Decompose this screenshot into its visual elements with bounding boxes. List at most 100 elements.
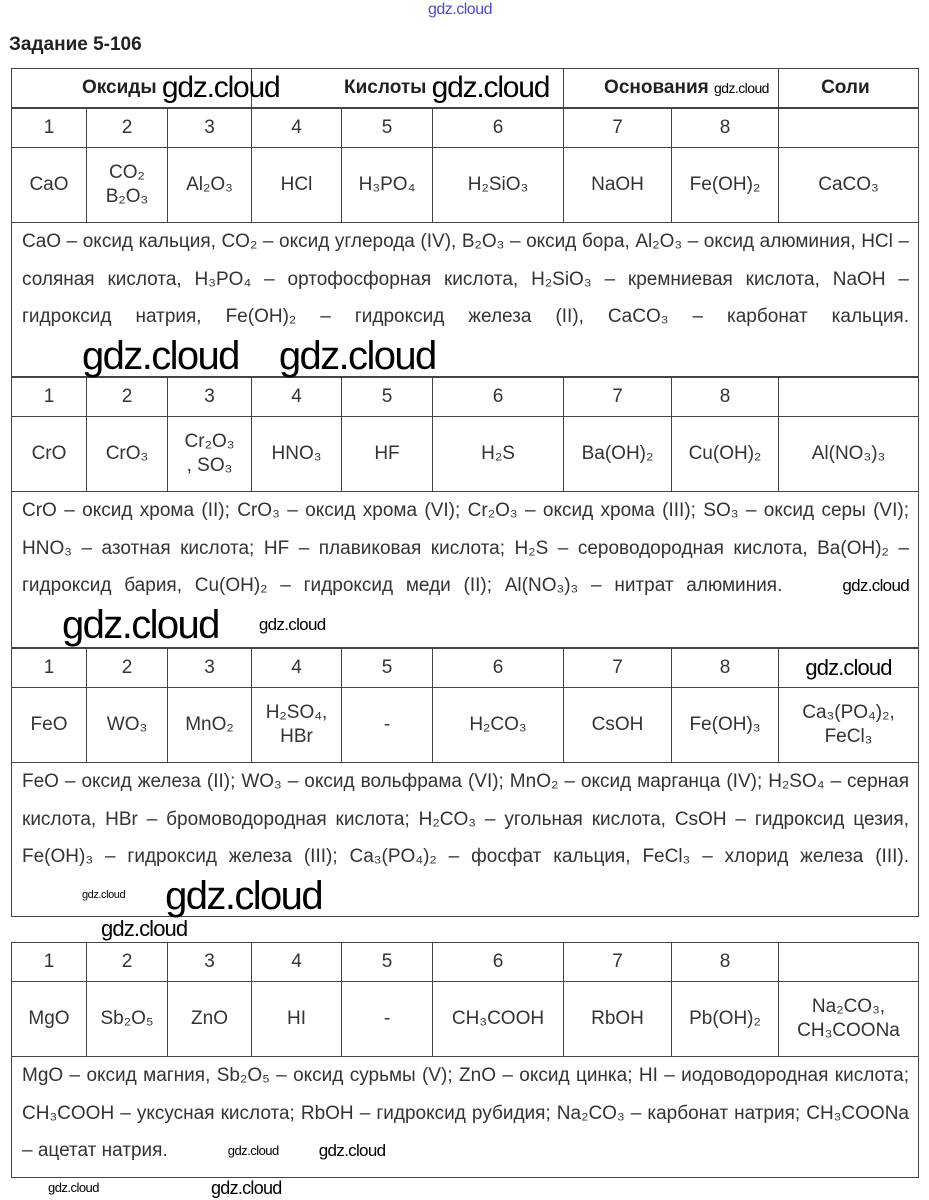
column-number: 1 xyxy=(11,108,87,148)
formula-cell: Ba(OH)₂ xyxy=(563,416,672,492)
column-number: 8 xyxy=(671,377,779,417)
header-acids: Кислоты xyxy=(344,77,427,99)
description-text: FeO – оксид железа (II); WO₃ – оксид вол… xyxy=(22,771,909,867)
column-number: 1 xyxy=(11,648,87,688)
formula-cell: HI xyxy=(251,981,342,1057)
formula-cell: CrO₃ xyxy=(86,416,168,492)
column-number: 6 xyxy=(432,377,564,417)
header-oxides-cell: Оксиды gdz.cloud xyxy=(10,68,281,108)
watermark: gdz.cloud xyxy=(714,79,769,96)
column-number: 5 xyxy=(341,108,433,148)
description-cell: CaO – оксид кальция, CO₂ – оксид углерод… xyxy=(11,222,919,378)
formula-cell: Cr₂O₃ , SO₃ xyxy=(167,416,252,492)
watermark: gdz.cloud xyxy=(165,873,323,918)
column-number-empty xyxy=(778,108,919,148)
watermark: gdz.cloud xyxy=(805,654,892,680)
header-row: Оксиды gdz.cloud Кислоты gdz.cloud Основ… xyxy=(10,68,920,108)
block-3: 1 2 3 4 5 6 7 8 gdz.cloud FeO WO₃ MnO₂ H₂SO₄, HBr - H₂… xyxy=(11,648,919,917)
description-cell: FeO – оксид железа (II); WO₃ – оксид вол… xyxy=(11,762,919,918)
watermark: gdz.cloud xyxy=(318,1141,386,1161)
column-number: 7 xyxy=(563,648,672,688)
column-number: 4 xyxy=(251,377,342,417)
formula-cell: WO₃ xyxy=(86,687,168,763)
formula-cell: Al₂O₃ xyxy=(167,147,252,223)
column-number-empty xyxy=(778,377,919,417)
formula-cell: H₂CO₃ xyxy=(432,687,564,763)
watermark: gdz.cloud xyxy=(161,71,281,104)
formula-cell: Pb(OH)₂ xyxy=(671,981,779,1057)
formula-cell: MgO xyxy=(11,981,87,1057)
formula-cell: Sb₂O₅ xyxy=(86,981,168,1057)
description-row: CrO – оксид хрома (II); CrO₃ – оксид хро… xyxy=(11,491,919,648)
formula-cell: Cu(OH)₂ xyxy=(671,416,779,492)
description-row: MgO – оксид магния, Sb₂O₅ – оксид сурьмы… xyxy=(11,1056,919,1178)
formula-cell: HNO₃ xyxy=(251,416,342,492)
watermark: gdz.cloud xyxy=(431,71,551,104)
description-text: CaO – оксид кальция, CO₂ – оксид углерод… xyxy=(22,231,909,327)
watermark: gdz.cloud xyxy=(48,1180,100,1195)
column-number: 2 xyxy=(86,942,168,982)
column-number: 6 xyxy=(432,942,564,982)
watermark: gdz.cloud xyxy=(842,576,909,596)
watermark: gdz.cloud xyxy=(82,889,126,901)
column-number: 2 xyxy=(86,377,168,417)
formula-cell: ZnO xyxy=(167,981,252,1057)
formula-cell: Al(NO₃)₃ xyxy=(778,416,919,492)
formula-cell: - xyxy=(341,687,433,763)
formula-cell: CaO xyxy=(11,147,87,223)
formula-row: CrO CrO₃ Cr₂O₃ , SO₃ HNO₃ HF H₂S Ba(OH)₂ Cu(OH)… xyxy=(11,416,919,492)
column-number: 5 xyxy=(341,648,433,688)
column-number: 6 xyxy=(432,108,564,148)
answer-tables: Оксиды gdz.cloud Кислоты gdz.cloud Основ… xyxy=(10,68,920,1200)
formula-row: MgO Sb₂O₅ ZnO HI - CH₃COOH RbOH Pb(OH)₂ Na₂CO₃, … xyxy=(11,981,919,1057)
watermark: gdz.cloud xyxy=(227,1143,280,1159)
column-number: 1 xyxy=(11,377,87,417)
column-number: 4 xyxy=(251,942,342,982)
formula-cell: - xyxy=(341,981,433,1057)
number-row: 1 2 3 4 5 6 7 8 gdz.cloud xyxy=(11,648,919,688)
column-number: 3 xyxy=(167,648,252,688)
description-row: CaO – оксид кальция, CO₂ – оксид углерод… xyxy=(11,222,919,378)
formula-cell: H₂S xyxy=(432,416,564,492)
description-row: FeO – оксид железа (II); WO₃ – оксид вол… xyxy=(11,762,919,918)
column-number: 7 xyxy=(563,108,672,148)
formula-cell: CaCO₃ xyxy=(778,147,919,223)
column-number: 4 xyxy=(251,648,342,688)
column-number: 8 xyxy=(671,648,779,688)
formula-cell: CsOH xyxy=(563,687,672,763)
formula-row: FeO WO₃ MnO₂ H₂SO₄, HBr - H₂CO₃ CsOH Fe(OH)₃ Ca₃… xyxy=(11,687,919,763)
watermark: gdz.cloud xyxy=(211,1178,282,1198)
description-text: CrO – оксид хрома (II); CrO₃ – оксид хро… xyxy=(22,500,909,596)
column-number: 3 xyxy=(167,377,252,417)
header-table: Оксиды gdz.cloud Кислоты gdz.cloud Основ… xyxy=(10,68,920,108)
column-number: 5 xyxy=(341,942,433,982)
formula-cell: H₂SiO₃ xyxy=(432,147,564,223)
formula-cell: H₃PO₄ xyxy=(341,147,433,223)
below-table: gdz.cloud gdz.cloud xyxy=(11,1178,918,1200)
formula-cell: CH₃COOH xyxy=(432,981,564,1057)
description-text: MgO – оксид магния, Sb₂O₅ – оксид сурьмы… xyxy=(22,1065,909,1161)
gdz-cloud-link[interactable]: gdz.cloud xyxy=(428,1,493,18)
column-number: 6 xyxy=(432,648,564,688)
column-number: 4 xyxy=(251,108,342,148)
watermark: gdz.cloud xyxy=(82,333,240,378)
column-number: 5 xyxy=(341,377,433,417)
formula-cell: Na₂CO₃, CH₃COONa xyxy=(778,981,919,1057)
header-oxides: Оксиды xyxy=(82,77,157,99)
column-number-empty: gdz.cloud xyxy=(778,648,919,688)
formula-cell: MnO₂ xyxy=(167,687,252,763)
column-number: 3 xyxy=(167,942,252,982)
block-1: 1 2 3 4 5 6 7 8 CaO CO₂ B₂O₃ Al₂O₃ HCl H₃PO₄ H₂SiO₃ Na… xyxy=(11,108,919,377)
header-bases: Основания xyxy=(604,77,709,98)
watermark: gdz.cloud xyxy=(278,333,437,378)
page-title: Задание 5-106 xyxy=(9,34,142,55)
column-number: 8 xyxy=(671,942,779,982)
formula-cell: HF xyxy=(341,416,433,492)
description-cell: MgO – оксид магния, Sb₂O₅ – оксид сурьмы… xyxy=(11,1056,919,1178)
block-2: 1 2 3 4 5 6 7 8 CrO CrO₃ Cr₂O₃ , SO₃ HNO₃ HF H₂S Ba(OH… xyxy=(11,377,919,648)
watermark: gdz.cloud xyxy=(258,615,326,634)
column-number: 8 xyxy=(671,108,779,148)
